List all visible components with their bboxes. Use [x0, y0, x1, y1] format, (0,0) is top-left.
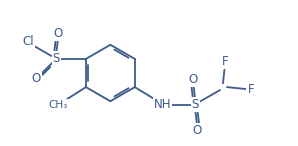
Text: O: O — [32, 72, 41, 85]
Text: NH: NH — [154, 98, 171, 111]
Text: O: O — [193, 124, 202, 137]
Text: CH₃: CH₃ — [49, 100, 68, 110]
Text: O: O — [189, 73, 198, 86]
Text: F: F — [222, 55, 228, 68]
Text: F: F — [247, 83, 254, 96]
Text: S: S — [192, 98, 199, 111]
Text: S: S — [52, 52, 60, 65]
Text: O: O — [54, 27, 63, 40]
Text: Cl: Cl — [23, 35, 34, 48]
